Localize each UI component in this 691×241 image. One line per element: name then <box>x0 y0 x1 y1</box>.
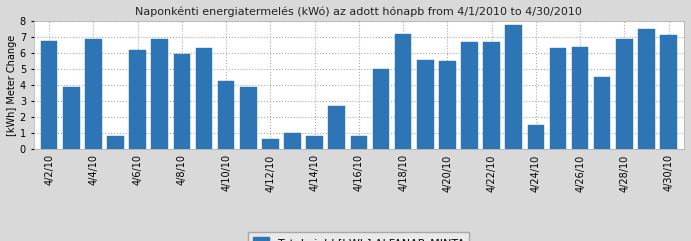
Bar <box>461 42 477 149</box>
Bar <box>63 87 79 149</box>
Bar <box>173 54 190 149</box>
Bar <box>372 69 389 149</box>
Bar <box>616 39 633 149</box>
Bar <box>505 25 522 149</box>
Bar <box>240 87 256 149</box>
Bar <box>129 50 146 149</box>
Legend: Total yield [kWh] ALFANAP_MINTA: Total yield [kWh] ALFANAP_MINTA <box>248 233 469 241</box>
Bar <box>594 77 610 149</box>
Bar <box>483 42 500 149</box>
Bar <box>262 139 278 149</box>
Bar <box>41 41 57 149</box>
Bar <box>527 125 544 149</box>
Bar <box>284 133 301 149</box>
Bar <box>218 81 234 149</box>
Bar <box>417 60 433 149</box>
Bar <box>328 106 345 149</box>
Bar <box>439 61 455 149</box>
Y-axis label: [kWh] Meter Change: [kWh] Meter Change <box>7 35 17 136</box>
Bar <box>107 136 124 149</box>
Bar <box>571 47 588 149</box>
Title: Naponkénti energiatermelés (kWó) az adott hónapb from 4/1/2010 to 4/30/2010: Naponkénti energiatermelés (kWó) az adot… <box>135 7 583 17</box>
Bar <box>306 136 323 149</box>
Bar <box>85 40 102 149</box>
Bar <box>549 48 566 149</box>
Bar <box>638 29 655 149</box>
Bar <box>350 136 367 149</box>
Bar <box>151 40 168 149</box>
Bar <box>395 34 411 149</box>
Bar <box>196 48 212 149</box>
Bar <box>661 35 677 149</box>
